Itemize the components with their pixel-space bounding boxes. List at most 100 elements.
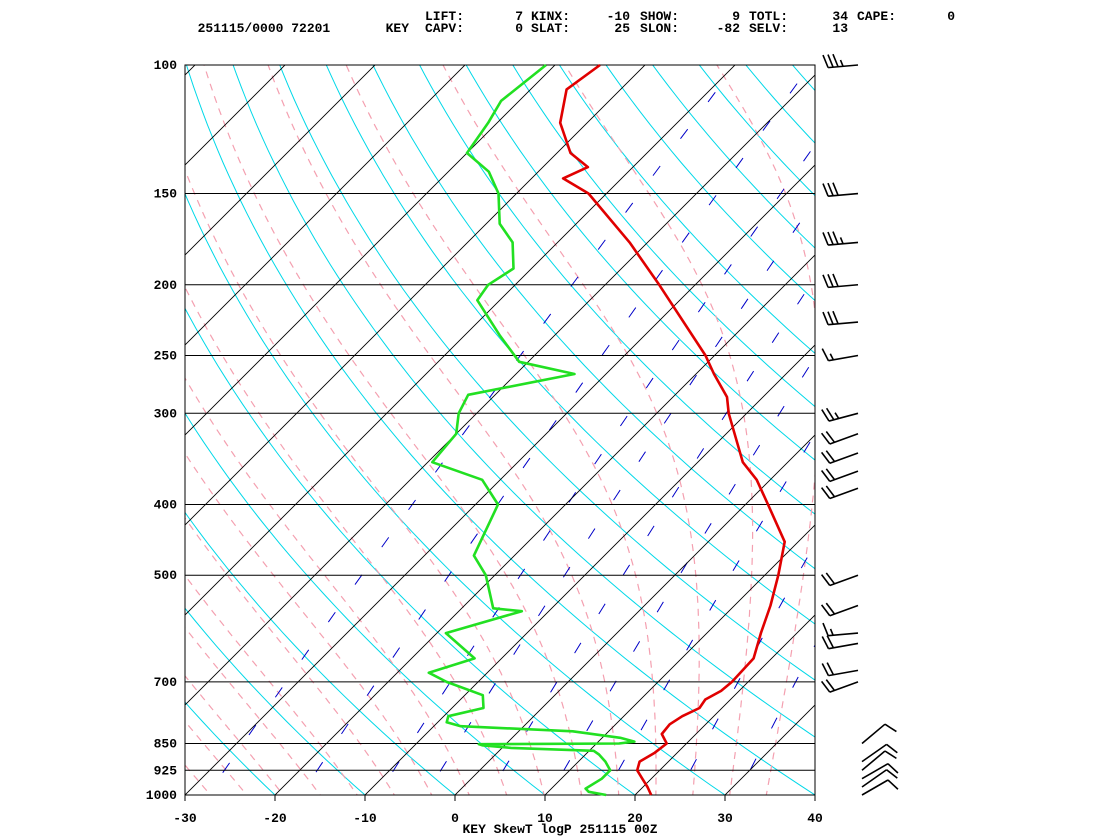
moist-adiabat (345, 65, 657, 795)
wind-barb-feather (886, 743, 898, 754)
isotherm (0, 49, 31, 811)
wind-barb-staff (861, 769, 888, 788)
index-selv-label: SELV: (749, 21, 789, 36)
pressure-label: 850 (154, 736, 178, 751)
index-show-label: SHOW: (640, 9, 680, 24)
pressure-label: 100 (154, 58, 178, 73)
index-totl-value: 34 (832, 9, 848, 24)
wind-barb-staff (828, 642, 859, 650)
dry-adiabat (652, 65, 815, 249)
wind-barb-feather (832, 53, 839, 68)
wind-barb-feather (827, 231, 834, 245)
index-lift-label: LIFT: (425, 9, 465, 24)
isotherm (185, 164, 815, 795)
wind-barb-feather (822, 622, 829, 636)
temperature-tick-label: 30 (717, 811, 733, 826)
isotherm (185, 65, 376, 256)
wind-barb (821, 635, 859, 650)
wind-barb (822, 231, 859, 246)
wind-barb-feather (820, 432, 831, 445)
mixing-ratio-line (487, 276, 815, 795)
mixing-ratio-line (424, 199, 815, 795)
station-id: KEY (370, 11, 409, 35)
moist-adiabat (203, 65, 583, 795)
wind-barb (820, 468, 859, 483)
wind-barb (822, 182, 859, 197)
wind-barb-staff (829, 574, 859, 587)
wind-barb-feather (827, 54, 834, 68)
moist-adiabat (442, 65, 700, 795)
dry-adiabat (185, 307, 636, 795)
wind-barb-feather (820, 451, 831, 464)
wind-barb (821, 348, 859, 362)
header-row-1: 251115/0000 72201 (182, 11, 331, 35)
wind-barb-half-feather (834, 412, 840, 419)
temperature-tick-label: -30 (173, 811, 197, 826)
wind-barb-feather (832, 231, 839, 245)
dry-adiabat (185, 701, 276, 795)
wind-barb-feather (822, 232, 829, 246)
moist-adiabat (0, 65, 80, 811)
wind-barb (861, 763, 899, 780)
wind-barb (821, 662, 859, 677)
index-slon-label: SLON: (640, 21, 680, 36)
mixing-ratio-line (377, 144, 815, 795)
index-capv-value: 0 (515, 21, 523, 36)
plot-area (0, 49, 1120, 811)
moist-adiabat (185, 517, 396, 795)
dry-adiabat (372, 65, 815, 570)
dry-adiabat (185, 412, 546, 795)
moist-adiabat (185, 286, 508, 795)
wind-barb-feather (820, 487, 831, 499)
pressure-label: 200 (154, 278, 178, 293)
dry-adiabat (917, 49, 1120, 811)
wind-barb-staff (829, 681, 859, 693)
wind-barb-feather (832, 310, 839, 325)
wind-barb (861, 750, 897, 771)
pressure-label: 500 (154, 568, 178, 583)
index-totl-label: TOTL: (749, 9, 789, 24)
wind-barb-half-feather (829, 353, 835, 361)
index-kinx-value: -10 (606, 9, 630, 24)
wind-barb-feather (887, 763, 899, 774)
wind-barb-feather (827, 274, 834, 288)
wind-barb (861, 743, 898, 763)
moist-adiabat (0, 65, 188, 811)
plot-frame (184, 64, 816, 796)
wind-barb-staff (861, 779, 889, 796)
wind-barb-feather (822, 274, 829, 288)
wind-barb (861, 723, 897, 745)
dry-adiabat (745, 65, 815, 144)
wind-barb (820, 430, 859, 445)
dry-adiabat (232, 65, 815, 738)
wind-barb-half-feather (839, 237, 844, 245)
temperature-tick-label: 40 (807, 811, 823, 826)
pressure-label: 925 (154, 763, 178, 778)
dry-adiabat (512, 65, 815, 408)
dry-adiabat (825, 49, 1120, 811)
wind-barb-feather (825, 679, 836, 691)
wind-barb-staff (861, 763, 889, 780)
isotherm (454, 434, 815, 795)
wind-barb-feather (820, 604, 831, 617)
isotherm (185, 74, 815, 706)
wind-barb-feather (822, 54, 829, 68)
dry-adiabat (605, 65, 815, 302)
wind-barb-half-feather (829, 628, 834, 636)
dry-adiabat (871, 49, 1120, 811)
dry-adiabat (791, 65, 815, 92)
isotherm (0, 49, 121, 811)
index-slat-label: SLAT: (531, 21, 571, 36)
isotherm (544, 524, 815, 795)
pressure-label: 300 (154, 406, 178, 421)
wind-barb (820, 450, 859, 464)
dry-adiabat (185, 511, 456, 795)
index-selv-value: 13 (832, 21, 848, 36)
mixing-ratio-line (206, 65, 737, 795)
moist-adiabat (185, 764, 212, 795)
index-slat-value: 25 (614, 21, 630, 36)
wind-barb-feather (827, 311, 834, 325)
pressure-label: 700 (154, 675, 178, 690)
index-slon-value: -82 (716, 21, 740, 36)
